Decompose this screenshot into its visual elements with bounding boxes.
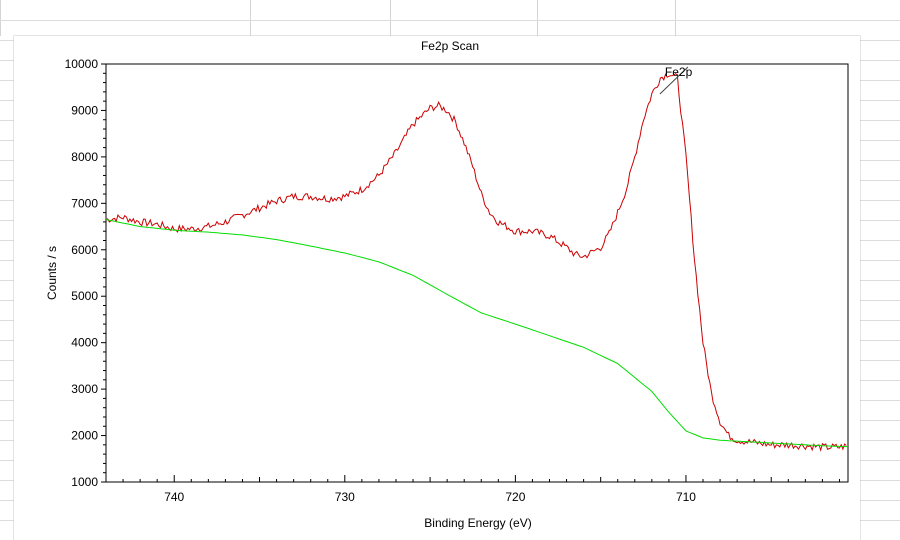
y-tick-label: 3000 — [71, 382, 98, 396]
chart-frame[interactable]: Fe2p Scan 1000 2000 3000 4000 5000 6000 7000 80… — [14, 36, 860, 540]
x-axis-label: Binding Energy (eV) — [424, 516, 531, 530]
annotation-label: Fe2p — [665, 65, 693, 79]
x-tick-label: 720 — [505, 490, 525, 504]
annotation-layer: Fe2p — [659, 65, 693, 95]
x-tick-label: 710 — [676, 490, 696, 504]
y-axis-label: Counts / s — [45, 246, 59, 300]
annotation-marker — [659, 66, 689, 95]
x-tick-label: 730 — [335, 490, 355, 504]
y-tick-label: 2000 — [71, 429, 98, 443]
y-tick-label: 7000 — [71, 196, 98, 210]
y-tick-label: 8000 — [71, 150, 98, 164]
plot-area — [105, 63, 849, 483]
chart-svg: Fe2p Scan 1000 2000 3000 4000 5000 6000 7000 80… — [45, 39, 849, 530]
x-tick-label: 740 — [164, 490, 184, 504]
x-axis: 740 730 720 710 — [105, 475, 840, 504]
y-tick-label: 6000 — [71, 243, 98, 257]
y-tick-label: 10000 — [65, 57, 99, 71]
y-axis: 1000 2000 3000 4000 5000 6000 7000 8000 9000 1000… — [65, 57, 106, 489]
chart-title: Fe2p Scan — [421, 39, 479, 53]
y-tick-label: 9000 — [71, 103, 98, 117]
y-tick-label: 1000 — [71, 475, 98, 489]
background-line — [105, 219, 849, 448]
y-tick-label: 4000 — [71, 336, 98, 350]
spectrum-line — [105, 72, 847, 452]
series-layer — [105, 72, 849, 452]
y-tick-label: 5000 — [71, 289, 98, 303]
